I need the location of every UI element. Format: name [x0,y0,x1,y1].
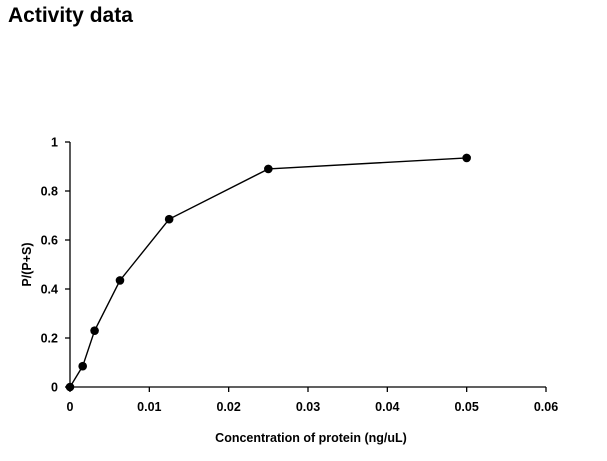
data-point [264,164,273,174]
y-tick-label: 0.2 [41,332,58,346]
x-tick-label: 0.03 [296,400,320,414]
y-axis-title: P/(P+S) [20,242,34,286]
series-points [65,153,471,392]
y-tick-label: 0 [51,381,58,395]
y-tick-label: 0.4 [41,283,58,297]
x-axis-title: Concentration of protein (ng/uL) [215,431,407,445]
data-point [462,153,471,163]
x-tick-label: 0.04 [375,400,399,414]
x-tick-label: 0.02 [216,400,240,414]
data-point [115,276,125,285]
y-tick-label: 0.6 [41,234,58,248]
series-polyline [69,157,467,388]
page-title: Activity data [8,4,133,27]
x-tick-label: 0 [67,400,74,414]
data-point [78,361,87,371]
x-tick-label: 0.05 [454,400,478,414]
series-line [69,157,467,388]
y-tick-label: 0.8 [41,185,58,199]
x-tick-label: 0.06 [534,400,558,414]
data-point [164,214,174,224]
y-ticks: 0 0.2 0.4 0.6 0.8 1 [41,136,70,395]
x-tick-label: 0.01 [137,400,161,414]
y-tick-label: 1 [51,136,58,150]
data-point [90,326,99,335]
x-ticks: 0 0.01 0.02 0.03 0.04 0.05 0.06 [67,387,558,414]
